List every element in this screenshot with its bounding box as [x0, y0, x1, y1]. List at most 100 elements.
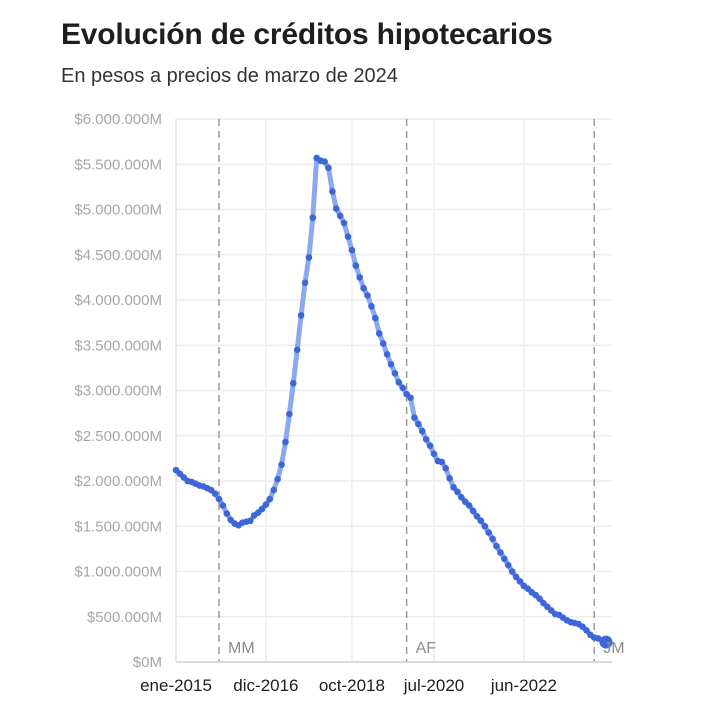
- data-point: [512, 573, 520, 581]
- data-point: [379, 340, 387, 347]
- data-point: [286, 410, 293, 418]
- y-tick-label: $2.500.000M: [74, 428, 162, 445]
- data-point: [309, 214, 317, 221]
- data-point: [352, 262, 360, 269]
- data-point: [325, 164, 332, 172]
- series-line: [173, 155, 609, 645]
- data-point: [477, 517, 485, 525]
- x-tick-label: jul-2020: [403, 676, 465, 695]
- data-point: [536, 595, 543, 602]
- data-point: [415, 420, 422, 428]
- data-point: [407, 394, 414, 402]
- data-point: [481, 522, 489, 530]
- data-point: [438, 458, 446, 466]
- y-tick-label: $4.500.000M: [74, 247, 162, 264]
- data-point: [387, 360, 395, 368]
- data-point: [329, 188, 336, 195]
- data-point: [442, 465, 450, 472]
- data-point: [258, 505, 266, 513]
- chart-title: Evolución de créditos hipotecarios: [61, 18, 553, 51]
- data-point: [270, 486, 278, 494]
- data-point: [340, 219, 348, 227]
- data-point: [356, 274, 364, 281]
- annotation-label: AF: [416, 640, 437, 657]
- y-tick-label: $0M: [133, 654, 162, 671]
- y-tick-label: $3.500.000M: [74, 337, 162, 354]
- data-point: [344, 233, 352, 240]
- data-point: [364, 292, 371, 299]
- data-point: [282, 438, 289, 446]
- data-point: [368, 303, 375, 310]
- data-point: [504, 561, 512, 569]
- data-point: [305, 254, 313, 261]
- data-point: [391, 370, 399, 377]
- y-tick-label: $500.000M: [87, 609, 162, 626]
- last-data-point: [599, 635, 613, 649]
- data-point: [469, 507, 477, 515]
- data-point: [372, 314, 379, 322]
- data-point: [383, 351, 391, 358]
- data-point: [266, 495, 274, 503]
- data-point: [430, 450, 438, 458]
- data-point: [289, 379, 297, 387]
- data-point: [450, 484, 457, 491]
- data-point: [321, 158, 328, 165]
- y-tick-label: $1.500.000M: [74, 518, 162, 535]
- y-tick-label: $5.000.000M: [74, 202, 162, 219]
- tick-labels: $0M $500.000M $1.000.000M $1.500.000M $2.000…: [74, 111, 624, 695]
- data-point: [501, 555, 508, 563]
- data-point: [465, 502, 473, 509]
- data-point: [454, 488, 461, 496]
- data-point: [458, 493, 465, 501]
- data-point: [418, 427, 426, 435]
- data-point: [422, 436, 430, 443]
- y-tick-label: $5.500.000M: [74, 156, 162, 173]
- y-tick-label: $6.000.000M: [74, 111, 162, 128]
- data-point: [297, 312, 305, 319]
- data-point: [583, 627, 590, 634]
- series-line-path: [173, 155, 609, 645]
- chart-subtitle: En pesos a precios de marzo de 2024: [61, 65, 398, 87]
- data-point: [473, 512, 481, 520]
- data-point: [395, 379, 403, 386]
- annotation-markers: [218, 119, 596, 662]
- annotation-label: MM: [228, 640, 255, 657]
- axes: [175, 119, 612, 663]
- data-point: [211, 490, 219, 497]
- data-point: [493, 542, 500, 550]
- x-tick-label: jun-2022: [490, 676, 557, 695]
- data-point: [215, 495, 223, 503]
- data-point: [301, 279, 309, 287]
- y-tick-label: $2.000.000M: [74, 473, 162, 490]
- data-point: [516, 578, 524, 585]
- data-point: [489, 535, 496, 543]
- data-point: [411, 414, 418, 421]
- grid-lines: [175, 118, 612, 662]
- y-tick-label: $3.000.000M: [74, 383, 162, 400]
- data-point: [399, 384, 407, 392]
- data-point: [360, 284, 367, 292]
- data-point: [348, 246, 356, 254]
- data-point: [426, 442, 434, 450]
- data-point: [497, 549, 504, 556]
- data-point: [446, 474, 453, 482]
- x-tick-label: dic-2016: [233, 676, 298, 695]
- data-point: [336, 212, 344, 220]
- data-point: [246, 517, 254, 525]
- data-point: [262, 501, 270, 508]
- x-tick-label: oct-2018: [319, 676, 385, 695]
- data-point: [332, 205, 340, 212]
- series-points: [172, 154, 613, 649]
- data-point: [219, 502, 227, 509]
- y-tick-label: $1.000.000M: [74, 564, 162, 581]
- annotation-label: JM: [603, 640, 624, 657]
- x-tick-label: ene-2015: [140, 676, 212, 695]
- data-point: [375, 330, 383, 337]
- data-point: [223, 510, 231, 517]
- data-point: [508, 568, 516, 575]
- data-point: [293, 346, 301, 354]
- y-tick-label: $4.000.000M: [74, 292, 162, 309]
- data-point: [278, 461, 285, 469]
- data-point: [274, 475, 281, 483]
